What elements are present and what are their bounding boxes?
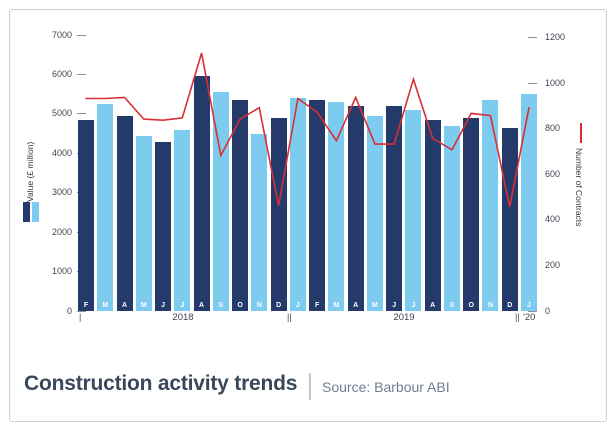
month-label: J (295, 302, 300, 309)
value-bar: F (78, 119, 94, 311)
legend-line-swatch (580, 123, 582, 143)
month-label: M (102, 302, 109, 309)
value-bar: M (135, 135, 152, 311)
axis-tick-label: 0 (545, 305, 551, 316)
month-label: J (411, 302, 416, 309)
value-bar: M (366, 115, 383, 311)
chart-title: Construction activity trends (24, 372, 298, 395)
value-bar: M (97, 104, 114, 311)
month-label: M (371, 302, 378, 309)
value-bar: J (289, 98, 306, 311)
month-label: D (507, 302, 513, 309)
axis-tick-mark (77, 73, 86, 75)
axis-tick-label: 800 (545, 123, 561, 134)
timeline-start-mark: | (79, 312, 82, 322)
axis-tick-mark (528, 310, 537, 312)
axis-tick-mark (77, 113, 86, 115)
axis-tick-mark (77, 310, 86, 312)
bar-series-legend (23, 202, 39, 222)
value-bar: D (270, 117, 287, 311)
left-axis: 7000 6000 5000 4000 3000 2000 1000 0 (0, 30, 86, 316)
month-label: J (180, 302, 185, 309)
value-bar: N (251, 133, 268, 311)
month-label: F (314, 302, 320, 309)
value-bar: N (482, 100, 499, 311)
month-label: D (276, 302, 282, 309)
month-label: O (237, 302, 243, 309)
year-label-2018: 2018 (172, 312, 194, 323)
chart-source: Source: Barbour ABI (322, 379, 450, 395)
right-axis-title: Number of Contracts (574, 148, 584, 227)
legend-dark-bar-swatch (23, 202, 30, 222)
month-label: M (140, 302, 147, 309)
month-label: A (353, 302, 359, 309)
axis-tick-label: 2000 (51, 226, 72, 237)
value-bar: A (424, 119, 441, 311)
axis-tick-label: 4000 (51, 147, 72, 158)
value-bar: J (155, 141, 172, 311)
timeline-separator: || (515, 312, 520, 322)
value-bar: J (386, 106, 403, 311)
timeline-separator: || (287, 312, 292, 322)
value-bar: O (463, 117, 480, 311)
value-bar: M (328, 102, 345, 311)
axis-tick-label: 600 (545, 168, 561, 179)
axis-tick-label: 5000 (51, 108, 72, 119)
year-label-2020: '20 (523, 312, 536, 323)
month-label: N (487, 302, 493, 309)
month-label: S (218, 302, 224, 309)
value-bar: A (193, 76, 210, 311)
right-axis: 1200 1000 800 600 400 200 0 (528, 32, 610, 316)
footer-divider (309, 373, 311, 400)
month-label: A (199, 302, 205, 309)
value-bar: J (521, 94, 537, 311)
axis-tick-label: 7000 (51, 29, 72, 40)
axis-tick-label: 1000 (545, 77, 566, 88)
axis-tick-label: 400 (545, 214, 561, 225)
axis-tick-label: 1200 (545, 32, 566, 42)
contracts-line-chart (85, 52, 530, 207)
value-bar: D (501, 127, 518, 311)
month-label: N (256, 302, 262, 309)
axis-tick-label: 1000 (51, 266, 72, 277)
legend-light-bar-swatch (32, 202, 39, 222)
value-bar: S (443, 125, 460, 311)
value-bar: A (347, 106, 364, 311)
month-label: S (449, 302, 455, 309)
timeline: | 2018 || 2019 || '20 (0, 312, 610, 326)
value-bar: A (116, 115, 133, 311)
axis-tick-mark (77, 34, 86, 36)
axis-tick-label: 200 (545, 259, 561, 270)
month-label: M (333, 302, 340, 309)
value-bar: J (174, 129, 191, 311)
value-bar: F (309, 100, 326, 311)
contracts-line (85, 52, 530, 207)
month-label: J (161, 302, 165, 309)
month-label: J (392, 302, 397, 309)
axis-tick-label: 6000 (51, 68, 72, 79)
month-label: A (121, 302, 128, 309)
year-label-2019: 2019 (393, 312, 415, 323)
value-bar: O (232, 100, 249, 311)
value-bar: J (405, 109, 422, 311)
month-label: F (83, 302, 89, 309)
month-label: J (527, 302, 531, 309)
axis-tick-label: 0 (66, 305, 72, 316)
month-label: O (468, 302, 474, 309)
axis-tick-mark (528, 82, 537, 84)
month-label: A (430, 302, 436, 309)
axis-tick-mark (528, 37, 537, 38)
axis-tick-label: 3000 (51, 187, 72, 198)
